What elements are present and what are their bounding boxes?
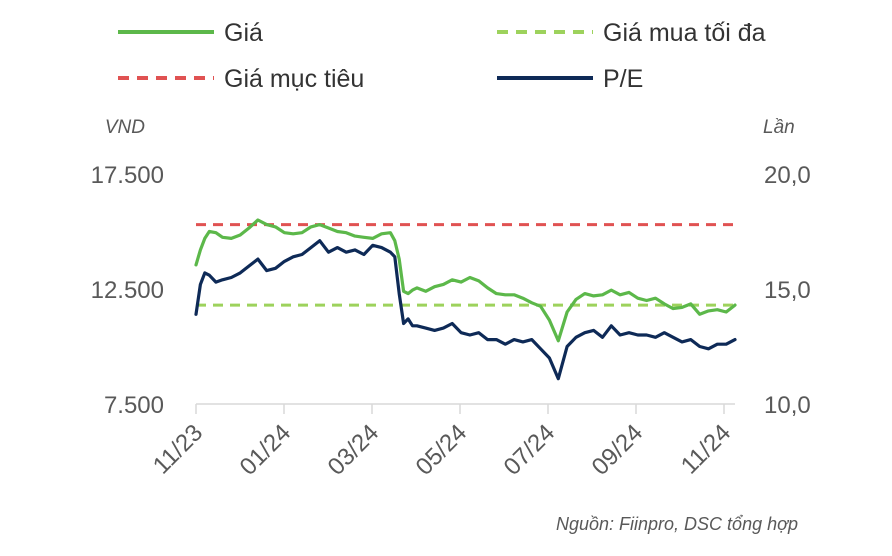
left-tick-label: 17.500 [91,162,164,189]
x-tick-label: 03/24 [323,419,385,481]
left-tick-label: 12.500 [91,277,164,304]
right-tick-label: 10,0 [764,392,811,419]
legend-label: Giá mục tiêu [224,65,364,93]
x-tick-label: 11/23 [148,419,208,479]
legend-item: Giá [118,19,263,47]
x-tick-label: 07/24 [499,419,561,481]
right-tick-label: 20,0 [764,162,811,189]
legend-label: P/E [603,65,643,93]
left-axis-unit: VND [105,117,145,138]
x-tick-label: 05/24 [411,419,473,481]
reference-lines [196,223,735,307]
legend-item: Giá mua tối đa [497,19,766,47]
x-tick-label: 11/24 [676,419,736,479]
left-tick-label: 7.500 [104,392,164,419]
x-tick-label: 01/24 [235,419,297,481]
right-axis-ticks: 20,0 15,0 10,0 [764,162,811,419]
x-axis: 11/23 01/24 03/24 05/24 07/24 09/24 11/24 [148,403,736,481]
price-series-line [194,218,737,343]
right-axis-unit: Lần [763,117,795,138]
legend-label: Giá [224,19,263,47]
legend-item: P/E [497,65,643,93]
legend-label: Giá mua tối đa [603,19,766,47]
left-axis-ticks: 17.500 12.500 7.500 [91,162,164,419]
right-tick-label: 15,0 [764,277,811,304]
legend-item: Giá mục tiêu [118,65,364,93]
x-tick-label: 09/24 [587,419,649,481]
legend: Giá Giá mua tối đa Giá mục tiêu P/E [118,19,766,93]
series-lines [194,218,737,381]
source-note: Nguồn: Fiinpro, DSC tổng hợp [556,514,798,534]
pe-series-line [194,239,737,381]
